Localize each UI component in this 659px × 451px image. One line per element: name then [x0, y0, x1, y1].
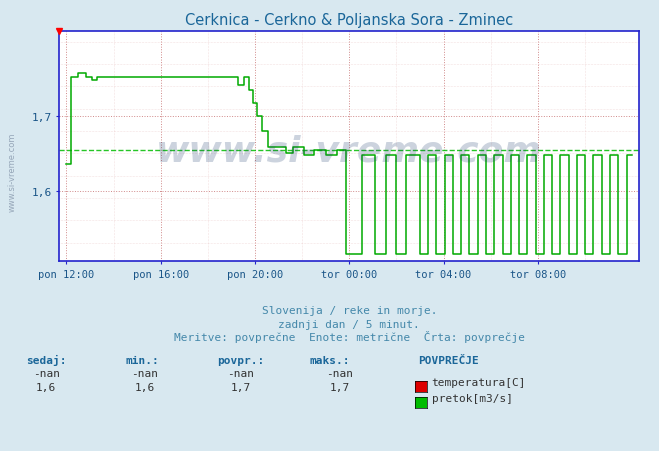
Text: povpr.:: povpr.: — [217, 355, 265, 365]
Text: temperatura[C]: temperatura[C] — [432, 377, 526, 387]
Text: 1,7: 1,7 — [330, 382, 349, 392]
Text: -nan: -nan — [132, 368, 158, 378]
Text: www.si-vreme.com: www.si-vreme.com — [156, 134, 542, 168]
Text: 1,6: 1,6 — [36, 382, 56, 392]
Text: www.si-vreme.com: www.si-vreme.com — [7, 132, 16, 211]
Text: pretok[m3/s]: pretok[m3/s] — [432, 393, 513, 403]
Text: Slovenija / reke in morje.: Slovenija / reke in morje. — [262, 305, 437, 315]
Text: sedaj:: sedaj: — [26, 354, 67, 365]
Text: 1,6: 1,6 — [135, 382, 155, 392]
Text: maks.:: maks.: — [310, 355, 350, 365]
Text: Meritve: povprečne  Enote: metrične  Črta: povprečje: Meritve: povprečne Enote: metrične Črta:… — [174, 331, 525, 342]
Text: POVPREČJE: POVPREČJE — [418, 355, 479, 365]
Text: -nan: -nan — [326, 368, 353, 378]
Text: -nan: -nan — [227, 368, 254, 378]
Title: Cerknica - Cerkno & Poljanska Sora - Zminec: Cerknica - Cerkno & Poljanska Sora - Zmi… — [185, 13, 513, 28]
Text: -nan: -nan — [33, 368, 59, 378]
Text: zadnji dan / 5 minut.: zadnji dan / 5 minut. — [278, 319, 420, 329]
Text: 1,7: 1,7 — [231, 382, 250, 392]
Text: min.:: min.: — [125, 355, 159, 365]
